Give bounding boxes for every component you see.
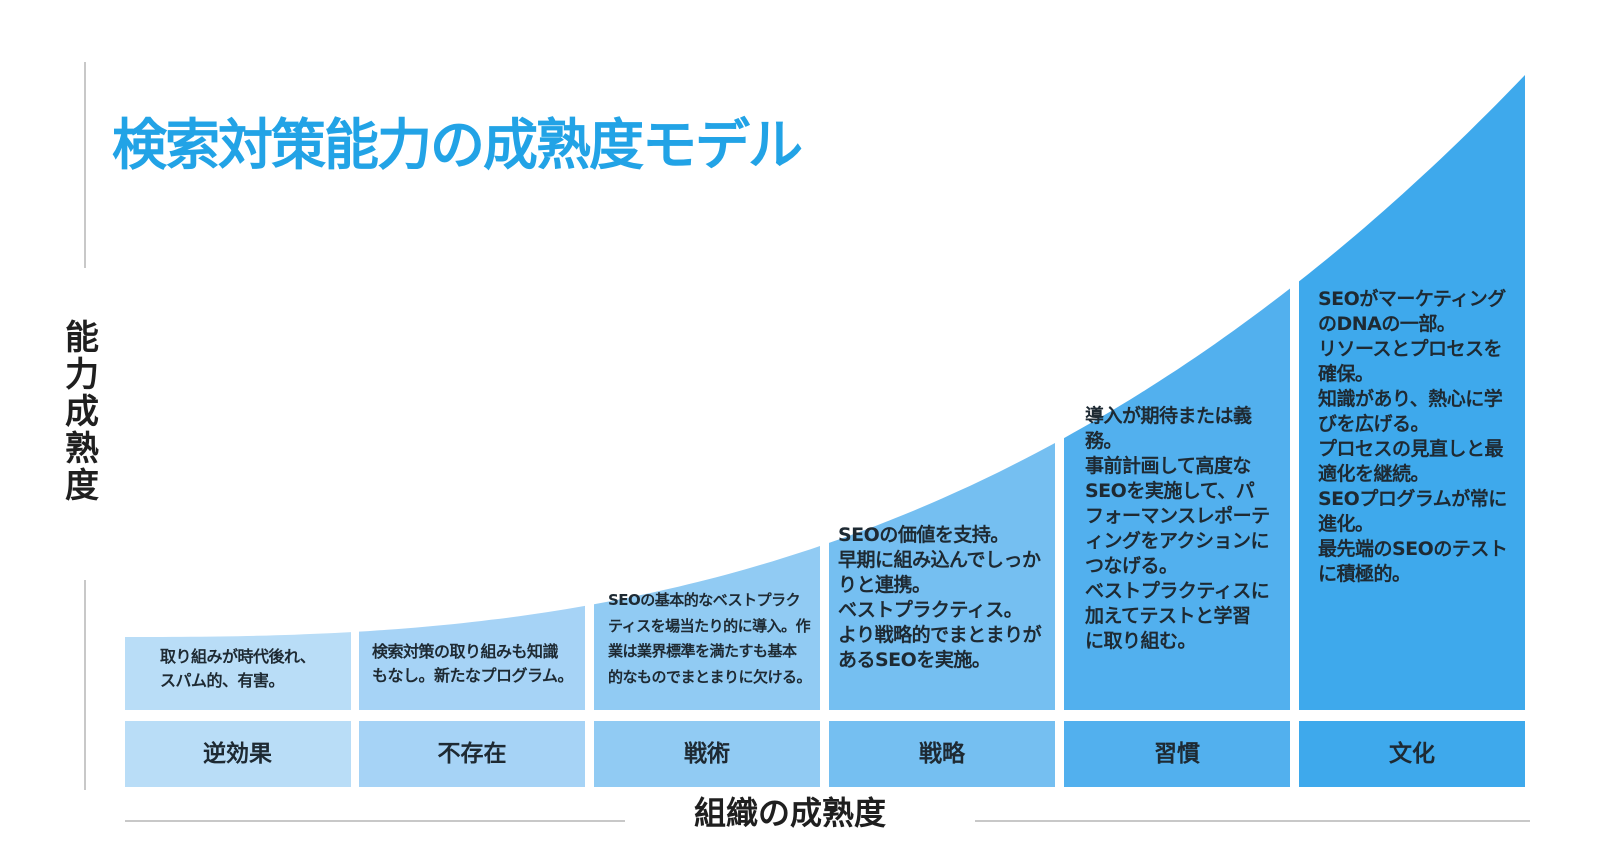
stage-column-nonexistent: [359, 605, 585, 710]
stage-bar-nonexistent: [359, 721, 585, 787]
stage-bar-habit: [1064, 721, 1290, 787]
stage-label-culture: 文化: [1389, 741, 1435, 767]
stage-column-tactical: [594, 546, 820, 710]
stage-description-tactical: SEOの基本的なベストプラク ティスを場当たり的に導入。作 業は業界標準を満たす…: [608, 591, 812, 686]
stage-bar-culture: [1299, 721, 1525, 787]
stage-bar-counterproductive: [125, 721, 351, 787]
stage-label-habit: 習慣: [1154, 741, 1200, 767]
stage-label-counterproductive: 逆効果: [203, 741, 272, 767]
stage-column-habit: [1064, 288, 1290, 710]
y-axis-label: 能力成熟度: [65, 318, 99, 506]
stage-description-nonexistent: 検索対策の取り組みも知識 もなし。新たなプログラム。: [372, 642, 574, 685]
stage-column-culture: [1299, 75, 1525, 710]
stage-label-tactical: 戦術: [684, 741, 730, 767]
page-title: 検索対策能力の成熟度モデル: [112, 113, 803, 177]
stage-description-counterproductive: 取り組みが時代後れ、 スパム的、有害。: [160, 647, 316, 690]
stage-description-habit: 導入が期待または義 務。 事前計画して高度な SEOを実施して、パ フォーマンス…: [1085, 405, 1270, 652]
x-axis-label: 組織の成熟度: [693, 794, 886, 832]
stage-description-culture: SEOがマーケティング のDNAの一部。 リソースとプロセスを 確保。 知識があ…: [1318, 288, 1508, 585]
stage-column-strategic: [829, 443, 1055, 710]
stage-label-nonexistent: 不存在: [437, 741, 507, 767]
stage-column-counterproductive: [125, 632, 351, 710]
stage-bar-tactical: [594, 721, 820, 787]
stage-bar-strategic: [829, 721, 1055, 787]
stage-label-strategic: 戦略: [919, 741, 965, 767]
stage-description-strategic: SEOの価値を支持。 早期に組み込んでしっか りと連携。 ベストプラクティス。 …: [838, 524, 1042, 671]
